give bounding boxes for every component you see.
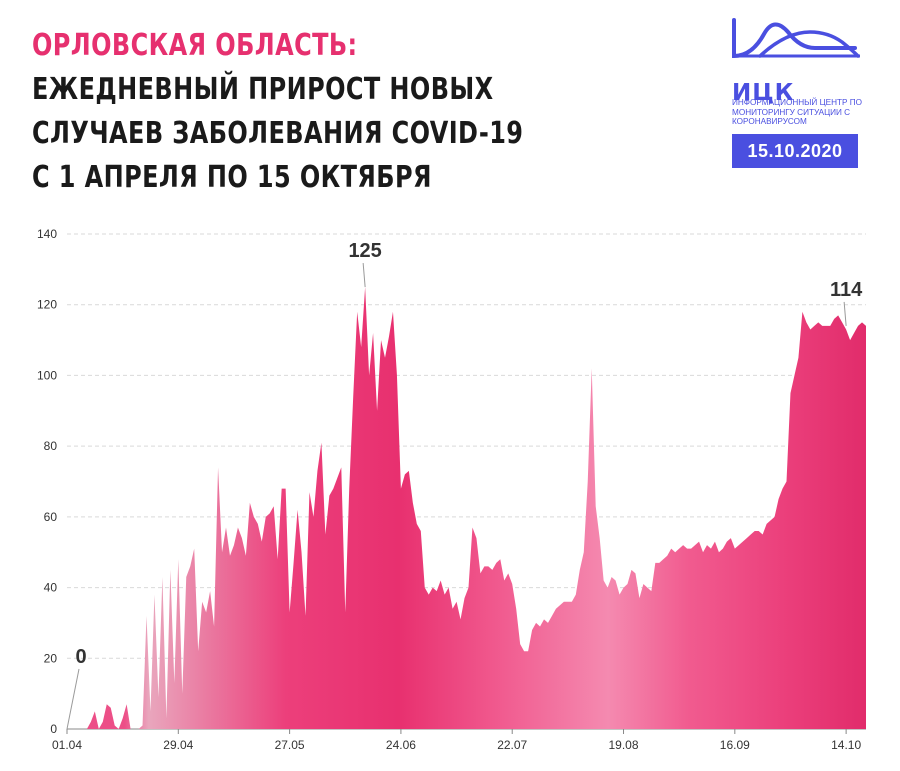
y-tick-label: 60 [44, 510, 58, 524]
x-tick-label: 22.07 [497, 738, 527, 752]
series-area [67, 287, 866, 729]
x-tick-label: 01.04 [52, 738, 82, 752]
date-badge: 15.10.2020 [732, 134, 858, 168]
logo-description: Информационный центр по мониторингу ситу… [732, 98, 863, 126]
y-tick-label: 120 [37, 298, 57, 312]
y-tick-label: 140 [37, 227, 57, 241]
annotation-leader [843, 301, 847, 326]
y-tick-label: 40 [44, 581, 58, 595]
logo-abbr: ИЦК [732, 80, 795, 106]
x-tick-label: 14.10 [831, 738, 861, 752]
annotation-label: 125 [348, 240, 381, 262]
annotation-leader [66, 668, 80, 730]
title-rest: ЕЖЕДНЕВНЫЙ ПРИРОСТ НОВЫХ СЛУЧАЕВ ЗАБОЛЕВ… [32, 72, 524, 195]
logo: ИЦК Информационный центр по мониторингу … [730, 18, 865, 128]
annotation-leader [362, 262, 366, 288]
y-tick-label: 100 [37, 368, 57, 382]
x-tick-label: 27.05 [275, 738, 305, 752]
annotation-label: 114 [830, 279, 863, 301]
x-tick-label: 16.09 [720, 738, 750, 752]
title-region: ОРЛОВСКАЯ ОБЛАСТЬ: [32, 28, 358, 63]
series-area-path [67, 287, 866, 729]
annotation-label: 0 [75, 646, 86, 668]
logo-mark-icon [732, 18, 860, 59]
x-tick-label: 19.08 [609, 738, 639, 752]
y-tick-label: 20 [44, 651, 58, 665]
chart-title: ОРЛОВСКАЯ ОБЛАСТЬ: ЕЖЕДНЕВНЫЙ ПРИРОСТ НО… [32, 24, 528, 200]
x-tick-label: 29.04 [163, 738, 193, 752]
x-tick-label: 24.06 [386, 738, 416, 752]
y-tick-label: 80 [44, 439, 58, 453]
y-tick-label: 0 [50, 722, 57, 736]
annotations: 0 125 114 [66, 240, 863, 730]
